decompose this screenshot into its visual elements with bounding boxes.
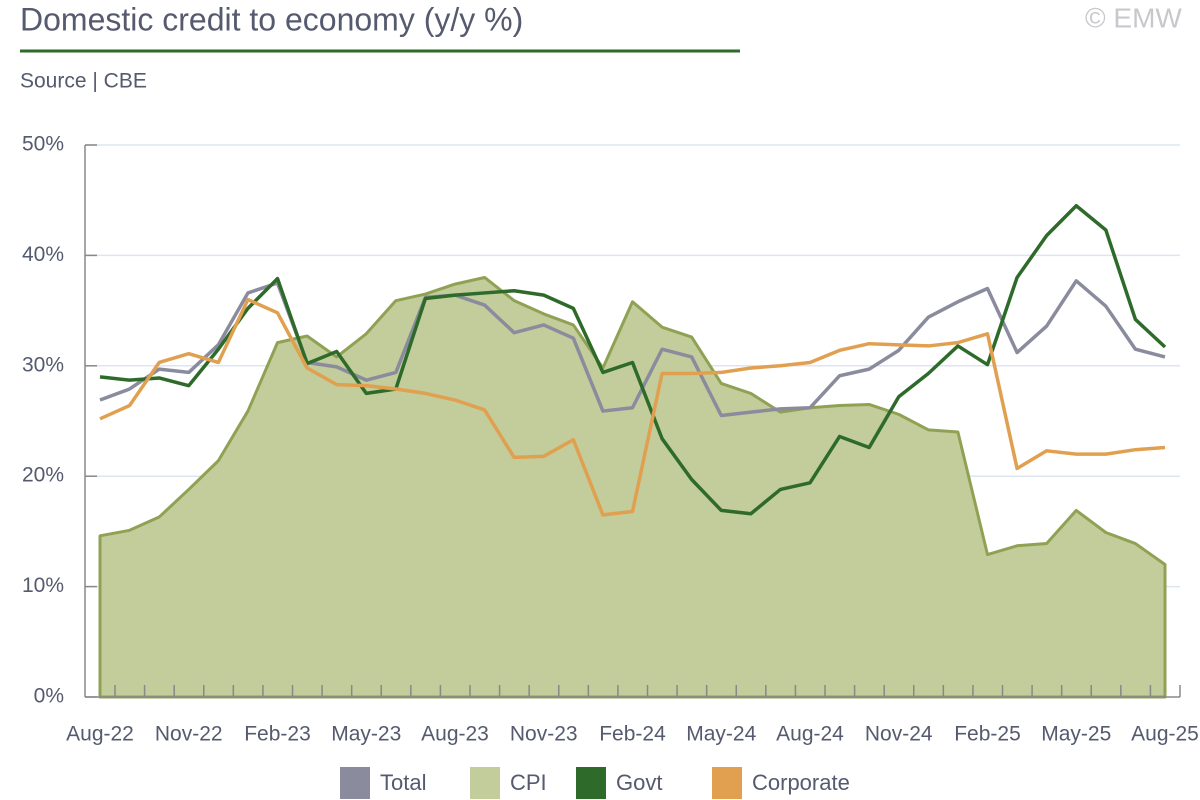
x-tick-label: Feb-24 (599, 723, 666, 746)
chart-subtitle: Source | CBE (20, 70, 147, 93)
x-tick-label: Feb-23 (244, 723, 311, 746)
x-tick-label: Nov-23 (510, 723, 578, 746)
x-tick-label: May-25 (1041, 723, 1111, 746)
x-tick-label: Aug-22 (66, 723, 134, 746)
legend-swatch (340, 767, 370, 799)
legend-label: Govt (616, 770, 662, 795)
line (99, 203, 1167, 516)
y-tick-label: 50% (22, 133, 64, 156)
y-tick-label: 0% (34, 685, 64, 708)
y-tick-label: 30% (22, 353, 64, 376)
x-tick-label: Aug-25 (1131, 723, 1199, 746)
legend-label: Corporate (752, 770, 850, 795)
chart-title: Domestic credit to economy (y/y %) (20, 1, 523, 37)
y-tick-label: 20% (22, 464, 64, 487)
x-tick-label: Feb-25 (954, 723, 1021, 746)
legend-label: CPI (510, 770, 547, 795)
area (98, 275, 1167, 699)
legend-swatch (576, 767, 606, 799)
y-tick-label: 10% (22, 574, 64, 597)
x-tick-label: Aug-24 (776, 723, 844, 746)
x-tick-label: Aug-23 (421, 723, 489, 746)
legend-swatch (712, 767, 742, 799)
watermark: © EMW (1085, 2, 1182, 33)
x-tick-label: May-23 (331, 723, 401, 746)
x-tick-label: Nov-24 (865, 723, 933, 746)
line (99, 297, 1166, 517)
y-tick-label: 40% (22, 243, 64, 266)
x-tick-label: May-24 (686, 723, 756, 746)
x-tick-label: Nov-22 (155, 723, 223, 746)
legend-swatch (470, 767, 500, 799)
legend-label: Total (380, 770, 426, 795)
